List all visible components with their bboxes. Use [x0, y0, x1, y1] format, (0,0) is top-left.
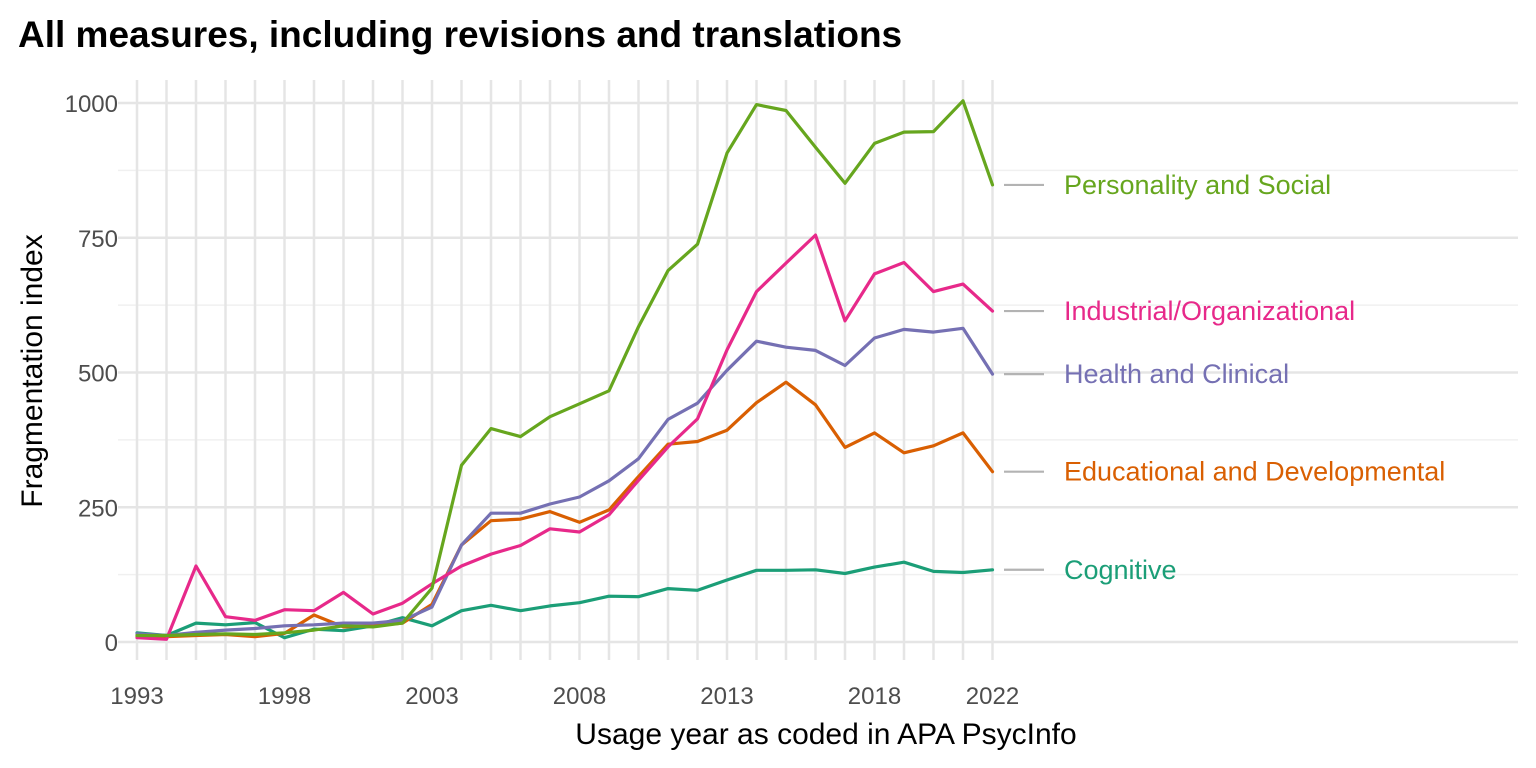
y-axis-title: Fragmentation index: [16, 234, 49, 508]
y-tick-label: 500: [78, 361, 118, 388]
series-end-labels: Personality and Social Industrial/Organiz…: [1004, 170, 1445, 585]
series-label-industrial-organizational: Industrial/Organizational: [1064, 296, 1355, 326]
x-axis-title: Usage year as coded in APA PsycInfo: [575, 718, 1076, 751]
series-line-industrial-organizational: [135, 233, 995, 641]
series-line-health-and-clinical: [135, 326, 995, 638]
y-tick-label: 0: [105, 630, 118, 657]
x-tick-label: 2018: [848, 683, 901, 710]
y-tick-label: 750: [78, 226, 118, 253]
x-tick-label: 2003: [405, 683, 458, 710]
series-label-educational-and-developmental: Educational and Developmental: [1064, 457, 1445, 487]
series-line-educational-and-developmental: [135, 380, 995, 639]
x-tick-label: 1998: [258, 683, 311, 710]
x-tick-labels: 1993 1998 2003 2008 2013 2018 2022: [110, 683, 1019, 710]
series-label-personality-and-social: Personality and Social: [1064, 170, 1331, 200]
x-tick-label: 1993: [110, 683, 163, 710]
y-tick-labels: 0 250 500 750 1000: [65, 91, 118, 657]
series-label-cognitive: Cognitive: [1064, 555, 1177, 585]
series-lines: [135, 99, 995, 641]
y-tick-label: 1000: [65, 91, 118, 118]
grid: [118, 80, 1518, 660]
x-tick-label: 2013: [700, 683, 753, 710]
chart-title: All measures, including revisions and tr…: [18, 14, 902, 55]
y-tick-label: 250: [78, 495, 118, 522]
series-line-personality-and-social: [135, 99, 995, 638]
x-tick-label: 2008: [553, 683, 606, 710]
series-label-health-and-clinical: Health and Clinical: [1064, 359, 1289, 389]
x-tick-label: 2022: [966, 683, 1019, 710]
